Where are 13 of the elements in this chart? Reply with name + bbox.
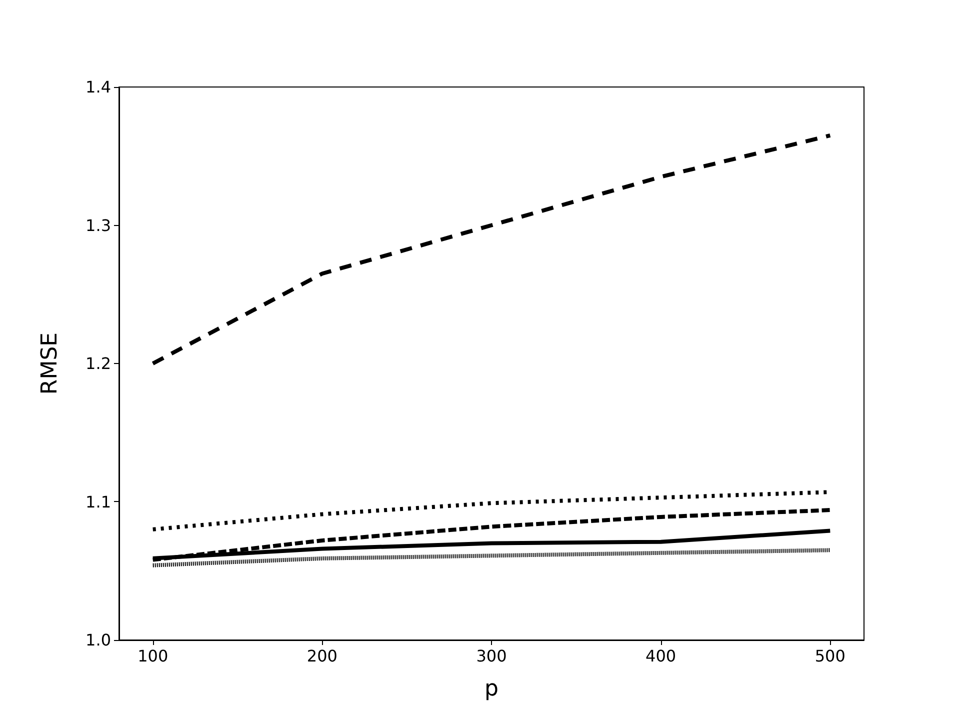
x-tick-label: 200: [306, 646, 338, 666]
y-tick-label: 1.1: [86, 492, 111, 512]
x-tick-label: 500: [814, 646, 846, 666]
x-tick-label: 100: [138, 646, 168, 666]
y-tick-label: 1.2: [86, 354, 111, 373]
x-tick-label: 400: [646, 646, 676, 666]
y-tick-label: 1.0: [86, 630, 111, 650]
x-axis-title: p: [484, 676, 498, 702]
y-tick-label: 1.4: [86, 78, 111, 96]
line-series: [150, 133, 832, 366]
x-tick-label: 300: [476, 646, 507, 666]
y-axis-title: RMSE: [38, 332, 62, 395]
y-tick-label: 1.3: [86, 216, 111, 235]
